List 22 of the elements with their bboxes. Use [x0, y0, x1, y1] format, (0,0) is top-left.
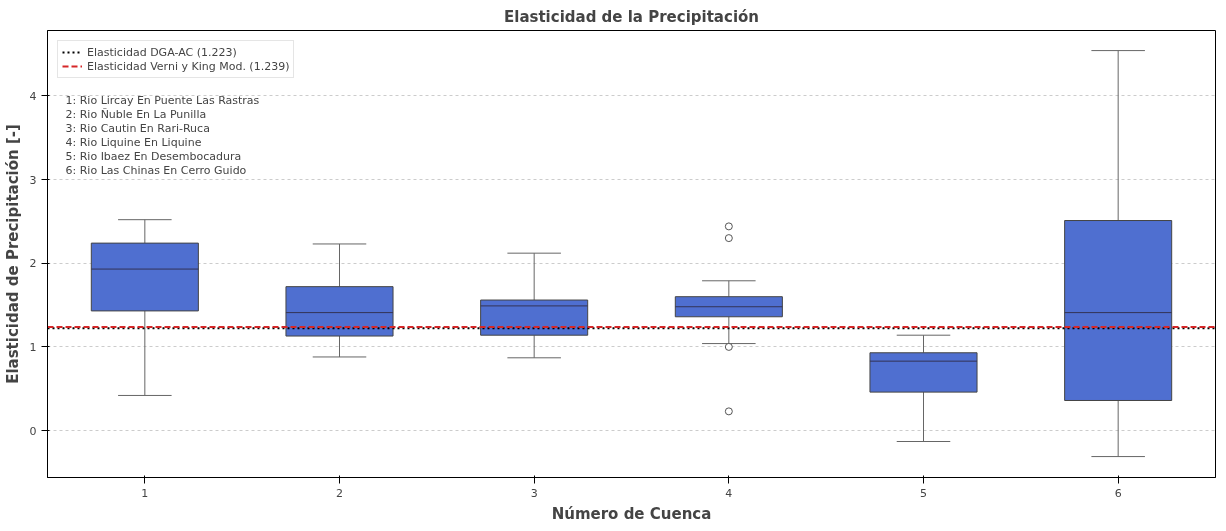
annotation: 6: Rio Las Chinas En Cerro Guido	[65, 163, 247, 177]
legend-label: Elasticidad Verni y King Mod. (1.239)	[87, 59, 290, 73]
x-tick-label: 5	[920, 486, 927, 500]
y-tick-label: 4	[29, 89, 37, 103]
x-tick-label: 1	[141, 486, 149, 500]
annotation: 2: Rio Ñuble En La Punilla	[65, 107, 207, 121]
y-tick-label: 3	[29, 173, 37, 187]
x-tick-label: 6	[1114, 486, 1122, 500]
y-tick-label: 0	[29, 424, 37, 438]
annotation: 4: Rio Liquine En Liquine	[65, 135, 202, 149]
x-tick-label: 2	[336, 486, 343, 500]
x-axis-title: Número de Cuenca	[551, 504, 712, 523]
y-tick-label: 1	[29, 340, 37, 354]
y-axis-title: Elasticidad de Precipitación [-]	[3, 124, 22, 384]
annotation: 3: Rio Cautin En Rari-Ruca	[65, 121, 210, 135]
x-tick-label: 3	[530, 486, 538, 500]
annotation: 5: Rio Ibaez En Desembocadura	[65, 149, 242, 163]
legend-label: Elasticidad DGA-AC (1.223)	[87, 45, 237, 59]
annotation: 1: Rio Lircay En Puente Las Rastras	[65, 93, 260, 107]
chart-title: Elasticidad de la Precipitación	[504, 7, 760, 26]
x-tick-label: 4	[725, 486, 733, 500]
y-tick-label: 2	[29, 257, 37, 271]
